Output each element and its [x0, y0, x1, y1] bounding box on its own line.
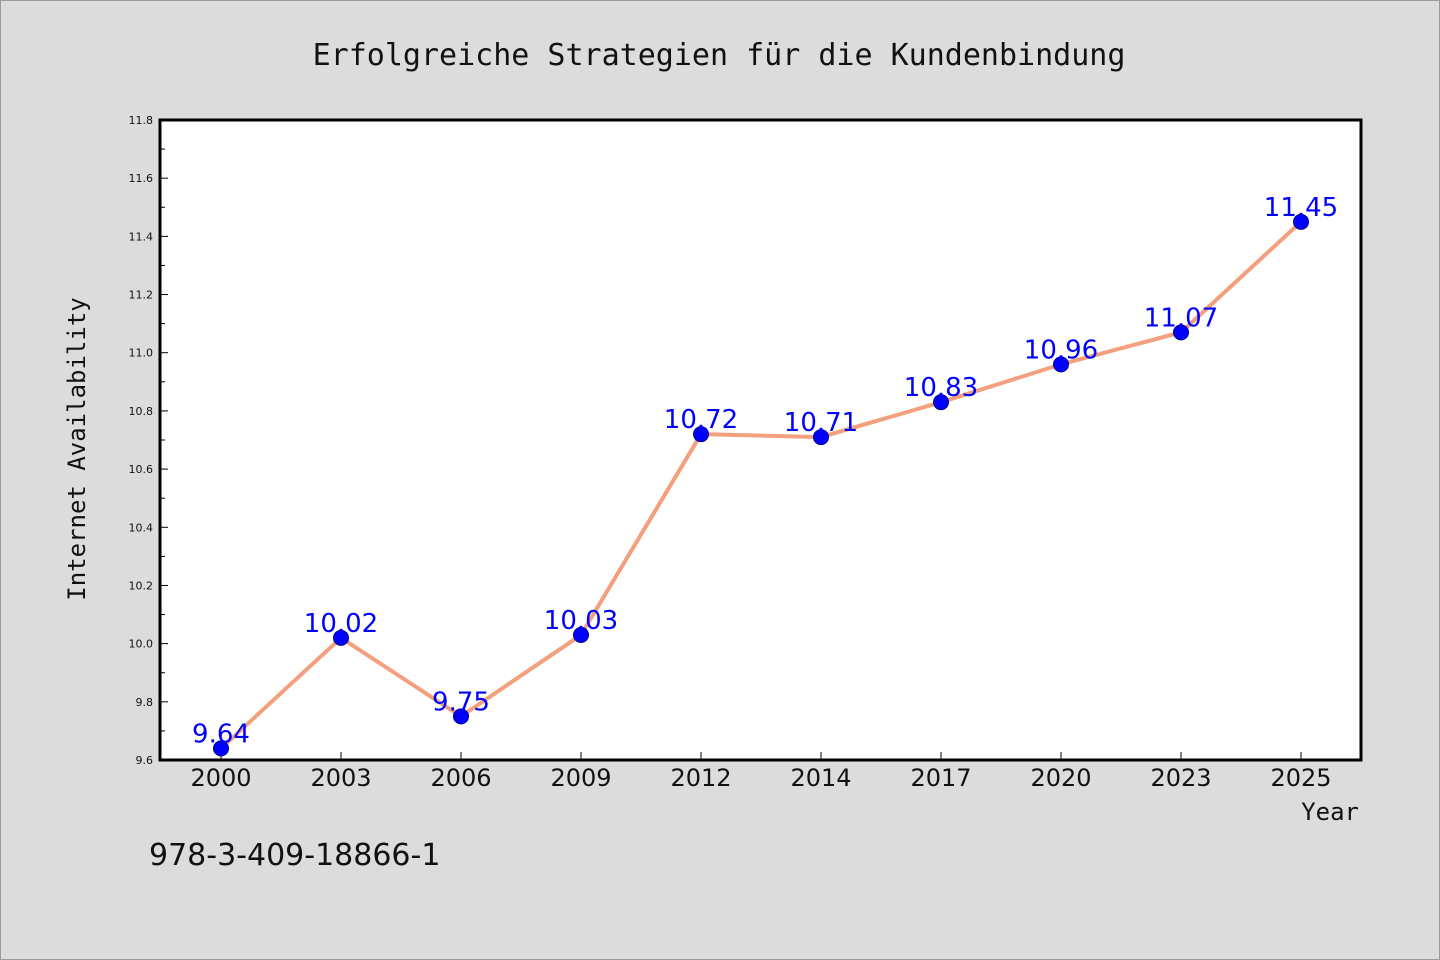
data-label: 10.96: [1024, 335, 1098, 365]
x-tick-label: 2025: [1270, 764, 1331, 792]
data-label: 10.03: [544, 606, 618, 636]
y-tick-label: 9.8: [136, 696, 154, 709]
plot-area: [158, 118, 1363, 762]
y-tick-label: 10.6: [129, 463, 154, 476]
data-point: [693, 426, 709, 443]
y-tick-label: 11.4: [129, 230, 154, 243]
data-point: [453, 708, 469, 725]
data-point: [813, 429, 829, 446]
y-tick-label: 10.0: [129, 638, 154, 651]
x-tick-label: 2006: [430, 764, 491, 792]
data-label: 11.07: [1144, 303, 1218, 333]
y-tick-label: 10.2: [129, 579, 154, 592]
y-tick-label: 11.8: [129, 114, 154, 127]
data-point: [933, 394, 949, 411]
y-tick-label: 10.8: [129, 405, 154, 418]
x-axis-label: Year: [1301, 798, 1359, 826]
y-tick-label: 11.2: [129, 289, 154, 302]
x-tick-label: 2003: [310, 764, 371, 792]
data-point: [213, 740, 229, 757]
data-point: [1053, 356, 1069, 373]
x-axis: 2000 2003 2006 2009 2012 2014 2017 2020 2023 2025: [190, 752, 1332, 792]
y-tick-label: 9.6: [136, 754, 154, 767]
chart-title: Erfolgreiche Strategien für die Kundenbi…: [313, 38, 1126, 73]
data-point: [1173, 324, 1189, 341]
data-point: [573, 626, 589, 643]
x-tick-label: 2023: [1150, 764, 1211, 792]
y-tick-label: 11.0: [129, 347, 154, 360]
x-tick-label: 2000: [190, 764, 251, 792]
series-group: 9.64 10.02 9.75 10.03 10.72 10.71 10.83 10.96 11…: [192, 193, 1338, 757]
data-point: [333, 629, 349, 646]
x-tick-label: 2020: [1030, 764, 1091, 792]
data-label: 9.75: [432, 687, 490, 717]
y-axis: 9.6 9.8 10.0 10.2 10.4 10.6 10.8 11.0 11.2 11.4 11…: [129, 114, 168, 767]
data-label: 10.83: [904, 373, 978, 403]
isbn-text: 978-3-409-18866-1: [149, 838, 440, 873]
y-tick-label: 11.6: [129, 172, 154, 185]
data-point: [1293, 213, 1309, 230]
data-label: 10.02: [304, 609, 378, 639]
series-line: [219, 220, 1303, 750]
data-label: 9.64: [192, 719, 250, 749]
x-tick-label: 2009: [550, 764, 611, 792]
x-tick-label: 2014: [790, 764, 851, 792]
data-label: 10.72: [664, 405, 738, 435]
x-tick-label: 2012: [670, 764, 731, 792]
x-tick-label: 2017: [910, 764, 971, 792]
y-axis-label: Internet Availability: [63, 297, 91, 600]
data-label: 11.45: [1264, 193, 1338, 223]
y-tick-label: 10.4: [129, 521, 154, 534]
data-label: 10.71: [784, 408, 858, 438]
